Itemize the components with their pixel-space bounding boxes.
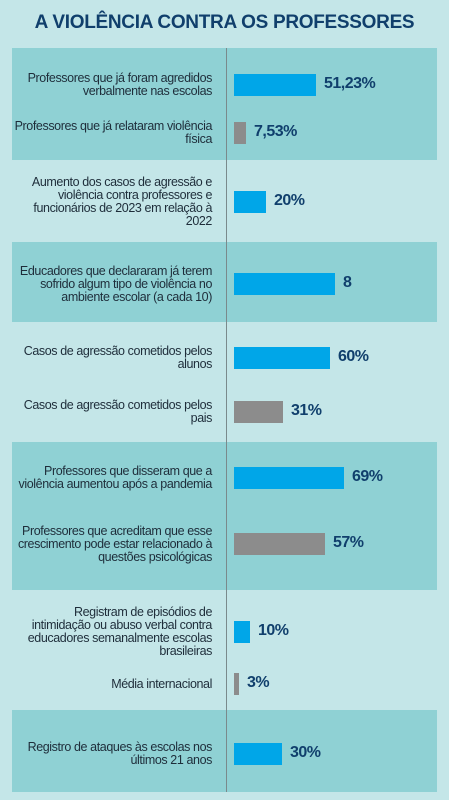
bar-label: Registro de ataques às escolas nos últim… [27,740,213,767]
bar [234,191,266,213]
group-band [12,442,437,590]
chart-title: A VIOLÊNCIA CONTRA OS PROFESSORES [34,12,415,33]
bar-value-label: 10% [258,622,289,639]
bar-label: Educadores que declararam já terem sofri… [19,264,212,304]
bar-value-label: 7,53% [254,123,297,140]
bar [234,122,246,144]
bar [234,401,283,423]
bar-label: Professores que acreditam que esse cresc… [17,524,212,564]
bar-value-label: 3% [247,674,270,691]
bar-value-label: 57% [333,534,364,551]
group-band [12,590,437,710]
bar [234,467,344,489]
bar [234,743,282,765]
bar-value-label: 69% [352,468,383,485]
bar-label: Aumento dos casos de agressão e violênci… [31,175,212,228]
bar-label: Casos de agressão cometidos pelos pais [23,398,213,425]
bar-value-label: 20% [274,192,305,209]
bar-label: Professores que disseram que a violência… [18,464,213,491]
bar [234,273,335,295]
group-band [12,48,437,160]
bar-label: Professores que já foram agredidos verba… [27,71,213,98]
bar [234,621,250,643]
bar-value-label: 60% [338,348,369,365]
bar-value-label: 8 [343,274,352,291]
bar [234,533,325,555]
bar-label: Casos de agressão cometidos pelos alunos [23,344,213,371]
bar [234,347,330,369]
bar [234,74,316,96]
group-band [12,710,437,792]
bar-label: Professores que já relataram violência f… [14,119,213,146]
bar-value-label: 31% [291,402,322,419]
bar-label: Média internacional [111,677,212,691]
group-band [12,242,437,322]
axis-divider [226,48,227,792]
bar [234,673,239,695]
bar-value-label: 51,23% [324,75,376,92]
bar-label: Registram de episódios de intimidação ou… [27,605,213,658]
group-band [12,322,437,442]
group-band [12,160,437,242]
bar-value-label: 30% [290,744,321,761]
